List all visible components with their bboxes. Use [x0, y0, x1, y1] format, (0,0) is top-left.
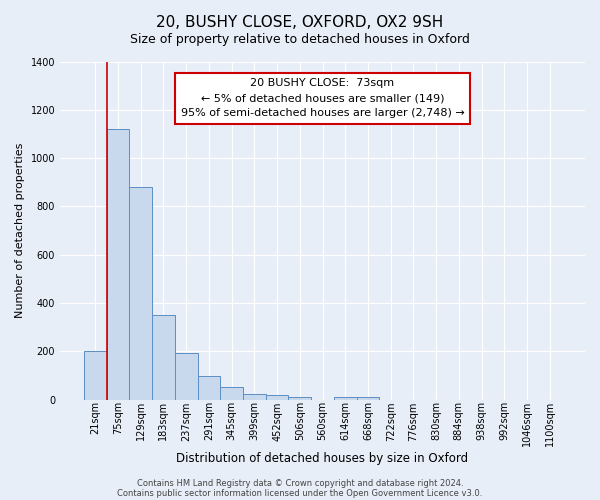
Bar: [152, 315, 175, 400]
Bar: [334, 397, 356, 400]
Text: Contains public sector information licensed under the Open Government Licence v3: Contains public sector information licen…: [118, 488, 482, 498]
Bar: [84, 352, 107, 400]
Bar: [197, 376, 220, 400]
Text: 20, BUSHY CLOSE, OXFORD, OX2 9SH: 20, BUSHY CLOSE, OXFORD, OX2 9SH: [157, 15, 443, 30]
Bar: [356, 398, 379, 400]
Bar: [175, 353, 197, 400]
Text: Size of property relative to detached houses in Oxford: Size of property relative to detached ho…: [130, 32, 470, 46]
Bar: [266, 395, 289, 400]
Y-axis label: Number of detached properties: Number of detached properties: [15, 143, 25, 318]
Bar: [130, 187, 152, 400]
Text: 20 BUSHY CLOSE:  73sqm
← 5% of detached houses are smaller (149)
95% of semi-det: 20 BUSHY CLOSE: 73sqm ← 5% of detached h…: [181, 78, 464, 118]
Text: Contains HM Land Registry data © Crown copyright and database right 2024.: Contains HM Land Registry data © Crown c…: [137, 478, 463, 488]
X-axis label: Distribution of detached houses by size in Oxford: Distribution of detached houses by size …: [176, 452, 469, 465]
Bar: [107, 129, 130, 400]
Bar: [243, 394, 266, 400]
Bar: [220, 386, 243, 400]
Bar: [289, 397, 311, 400]
